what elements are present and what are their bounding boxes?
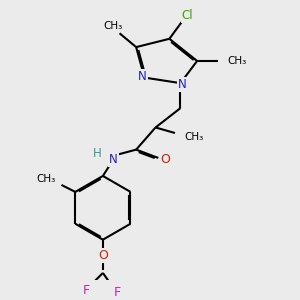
Text: Cl: Cl — [182, 9, 193, 22]
Text: CH₃: CH₃ — [228, 56, 247, 66]
Text: O: O — [98, 249, 108, 262]
Text: F: F — [83, 284, 90, 297]
Text: N: N — [178, 78, 186, 91]
Text: O: O — [160, 153, 170, 166]
Text: N: N — [109, 153, 118, 166]
Text: CH₃: CH₃ — [103, 21, 122, 31]
Text: N: N — [138, 70, 147, 83]
Text: F: F — [114, 286, 121, 299]
Text: CH₃: CH₃ — [37, 174, 56, 184]
Text: H: H — [93, 147, 101, 160]
Text: CH₃: CH₃ — [184, 132, 204, 142]
